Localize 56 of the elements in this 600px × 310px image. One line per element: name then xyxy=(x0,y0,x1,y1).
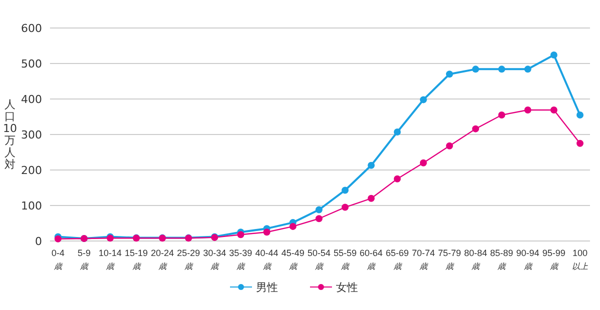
y-tick-label: 200 xyxy=(21,164,42,177)
x-tick-label: 30-34 歳 xyxy=(203,248,226,271)
point xyxy=(550,51,558,58)
x-tick-label: 80-84 歳 xyxy=(464,248,488,271)
x-tick-label: 25-29 歳 xyxy=(176,248,200,271)
point xyxy=(550,106,558,114)
point xyxy=(524,106,532,114)
x-tick-label: 45-49 歳 xyxy=(281,248,304,271)
point xyxy=(368,162,375,169)
x-tick-label: 90-94 歳 xyxy=(516,248,540,271)
x-tick-label: 70-74 歳 xyxy=(412,248,435,271)
x-tick-label: 100 以上 xyxy=(572,248,588,271)
point xyxy=(446,142,453,150)
point xyxy=(342,186,349,194)
point xyxy=(420,96,427,104)
y-tick-label: 600 xyxy=(21,22,42,35)
point xyxy=(368,194,375,202)
point xyxy=(394,128,401,136)
x-tick-label: 15-19 歳 xyxy=(124,248,148,271)
x-tick-label: 10-14 歳 xyxy=(98,248,122,271)
x-tick-label: 35-39 歳 xyxy=(229,248,252,271)
point xyxy=(524,66,532,73)
y-tick-label: 400 xyxy=(21,92,42,106)
point xyxy=(498,111,506,118)
y-tick-label: 500 xyxy=(21,57,42,70)
x-tick-label: 95-99 歳 xyxy=(542,248,566,271)
y-tick-label: 300 xyxy=(21,128,42,142)
y-tick-label: 0 xyxy=(35,234,42,248)
y-axis-title: 人口10万人対 xyxy=(3,98,17,171)
point xyxy=(342,204,349,211)
legend-label: 女性 xyxy=(336,280,358,294)
x-tick-label: 85-89 歳 xyxy=(490,248,514,271)
point xyxy=(394,175,401,182)
point xyxy=(316,215,322,222)
x-tick-label: 55-59 歳 xyxy=(334,248,357,271)
point xyxy=(263,228,270,236)
point xyxy=(420,159,427,166)
point xyxy=(472,66,480,73)
point xyxy=(472,125,480,132)
point xyxy=(498,66,506,73)
x-tick-label: 5-9 歳 xyxy=(78,248,91,271)
x-tick-label: 40-44 歳 xyxy=(255,248,278,271)
legend-label: 男性 xyxy=(256,280,278,294)
x-tick-label: 65-69 歳 xyxy=(386,248,409,271)
x-tick-label: 20-24 歳 xyxy=(150,248,174,271)
x-tick-label: 0-4 歳 xyxy=(51,248,65,271)
point xyxy=(316,206,322,214)
point xyxy=(576,140,584,147)
x-tick-label: 50-54 歳 xyxy=(307,248,331,271)
point xyxy=(289,222,296,230)
point xyxy=(446,70,453,78)
point xyxy=(576,111,584,118)
y-tick-label: 100 xyxy=(21,199,42,212)
x-tick-label: 60-64 歳 xyxy=(360,248,383,271)
point xyxy=(237,231,244,238)
x-tick-label: 75-79 歳 xyxy=(438,248,462,271)
